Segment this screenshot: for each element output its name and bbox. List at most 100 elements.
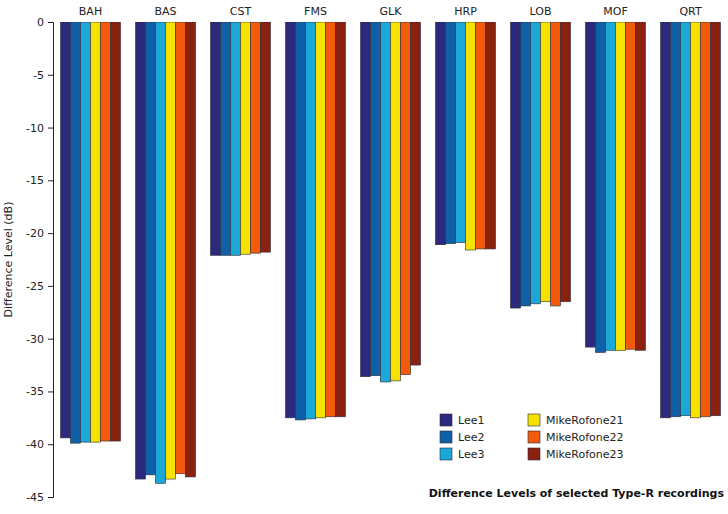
- y-tick-label: 0: [37, 16, 44, 29]
- y-tick-label: -5: [33, 69, 44, 82]
- y-tick-label: -40: [26, 438, 44, 451]
- y-tick-label: -35: [26, 385, 44, 398]
- y-tick: -20: [26, 227, 53, 240]
- bar: [626, 22, 636, 349]
- bar: [371, 22, 381, 376]
- bar: [606, 22, 616, 350]
- bar: [336, 22, 346, 417]
- y-tick-label: -15: [26, 174, 44, 187]
- y-tick-mark: [48, 180, 53, 181]
- x-tick: BAS: [154, 5, 176, 22]
- y-tick-label: -25: [26, 280, 44, 293]
- legend-label: Lee1: [458, 414, 484, 427]
- x-tick: FMS: [304, 5, 327, 22]
- legend-label: Lee2: [458, 431, 484, 444]
- legend-label: MikeRofone23: [546, 448, 624, 461]
- bar: [401, 22, 411, 375]
- bar: [91, 22, 101, 442]
- bar: [176, 22, 186, 474]
- y-tick-label: -20: [26, 227, 44, 240]
- y-tick-mark: [48, 497, 53, 498]
- legend-item: Lee3: [440, 448, 484, 461]
- bar: [61, 22, 71, 438]
- bar: [71, 22, 81, 443]
- x-tick-label: HRP: [454, 5, 477, 18]
- legend-swatch: [440, 448, 452, 460]
- bar: [166, 22, 176, 479]
- bar: [81, 22, 91, 442]
- x-tick-label: BAS: [154, 5, 176, 18]
- y-axis: 0 -5 -10 -15 -20 -25 -30 -35 -40 -45: [26, 16, 53, 504]
- y-tick-mark: [48, 391, 53, 392]
- y-tick-mark: [48, 128, 53, 129]
- bar: [186, 22, 196, 477]
- x-tick: MOF: [603, 5, 627, 22]
- y-tick: -5: [33, 69, 53, 82]
- x-tick-label: CST: [230, 5, 252, 18]
- bar: [446, 22, 456, 244]
- x-tick-label: QRT: [679, 5, 702, 18]
- bar: [111, 22, 121, 441]
- bar: [586, 22, 596, 347]
- bar: [661, 22, 671, 418]
- y-tick-mark: [48, 233, 53, 234]
- y-tick: -30: [26, 333, 53, 346]
- y-tick-mark: [48, 75, 53, 76]
- legend-swatch: [440, 431, 452, 443]
- bar: [596, 22, 606, 352]
- legend: Lee1 Lee2 Lee3 MikeRofone21 MikeRofone22 Mike…: [440, 414, 624, 461]
- legend-swatch: [440, 414, 452, 426]
- y-tick: -15: [26, 174, 53, 187]
- y-tick: -45: [26, 491, 53, 504]
- bar: [511, 22, 521, 308]
- bar: [316, 22, 326, 418]
- y-tick-label: -45: [26, 491, 44, 504]
- y-tick: -40: [26, 438, 53, 451]
- bar: [636, 22, 646, 350]
- legend-label: MikeRofone22: [546, 431, 624, 444]
- y-tick-label: -30: [26, 333, 44, 346]
- legend-label: Lee3: [458, 448, 484, 461]
- y-tick: -10: [26, 122, 53, 135]
- x-tick-label: MOF: [603, 5, 627, 18]
- bars: [61, 22, 721, 483]
- y-tick-mark: [48, 22, 53, 23]
- bar: [136, 22, 146, 479]
- bar: [521, 22, 531, 306]
- bar: [486, 22, 496, 249]
- bar: [561, 22, 571, 302]
- x-tick: GLK: [380, 5, 403, 22]
- bar: [541, 22, 551, 302]
- bar: [306, 22, 316, 419]
- legend-label: MikeRofone21: [546, 414, 624, 427]
- bar: [411, 22, 421, 365]
- bar: [691, 22, 701, 418]
- y-axis-line: [48, 23, 54, 498]
- legend-item: Lee2: [440, 431, 484, 444]
- legend-swatch: [528, 431, 540, 443]
- bar: [286, 22, 296, 418]
- bar: [681, 22, 691, 416]
- legend-swatch: [528, 414, 540, 426]
- x-axis: BAHBASCSTFMSGLKHRPLOBMOFQRT: [79, 5, 702, 22]
- x-tick-label: LOB: [530, 5, 552, 18]
- legend-swatch: [528, 448, 540, 460]
- x-tick: LOB: [530, 5, 552, 22]
- y-tick-mark: [48, 339, 53, 340]
- bar: [241, 22, 251, 254]
- x-tick: CST: [230, 5, 252, 22]
- y-tick-mark: [48, 286, 53, 287]
- bar: [391, 22, 401, 381]
- bar: [381, 22, 391, 382]
- bar: [146, 22, 156, 475]
- bar: [616, 22, 626, 350]
- bar: [156, 22, 166, 483]
- y-tick: -35: [26, 385, 53, 398]
- bar: [296, 22, 306, 420]
- bar: [436, 22, 446, 245]
- y-tick-mark: [48, 444, 53, 445]
- y-tick-label: -10: [26, 122, 44, 135]
- x-tick: HRP: [454, 5, 477, 22]
- x-tick-label: FMS: [304, 5, 327, 18]
- y-tick: 0: [37, 16, 53, 29]
